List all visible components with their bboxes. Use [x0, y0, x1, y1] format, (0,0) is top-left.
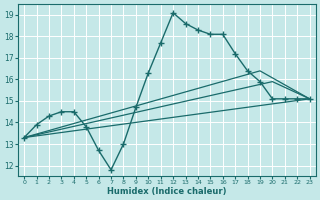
- X-axis label: Humidex (Indice chaleur): Humidex (Indice chaleur): [107, 187, 227, 196]
